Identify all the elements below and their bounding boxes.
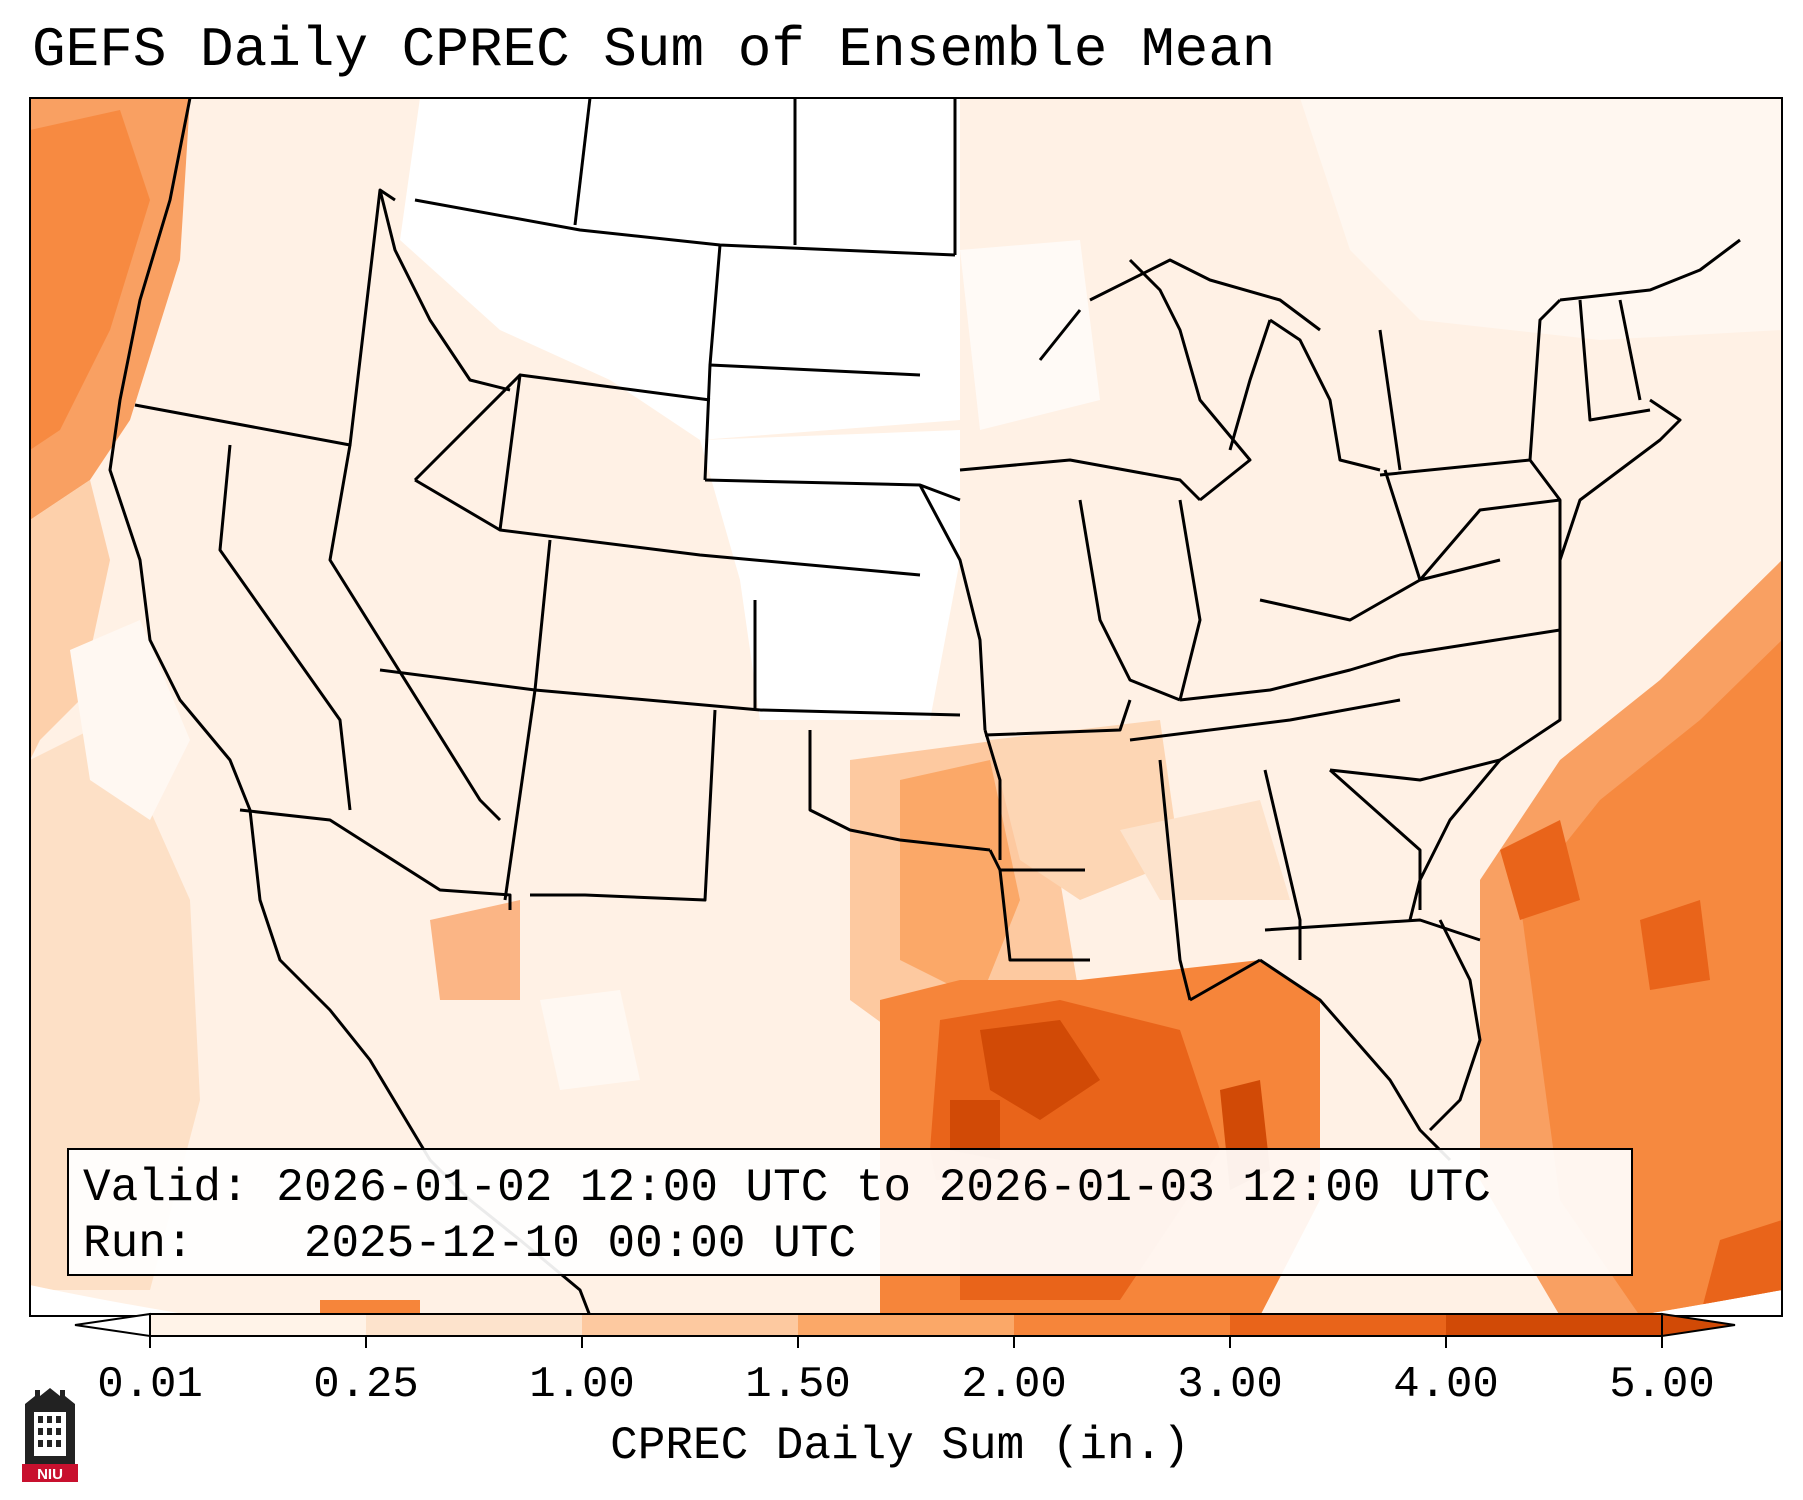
colorbar-tick-label: 4.00	[1393, 1360, 1499, 1410]
colorbar-swatch	[366, 1314, 583, 1336]
run-label: Run:	[83, 1218, 194, 1270]
valid-label: Valid:	[83, 1162, 249, 1214]
valid-row: Valid: 2026-01-02 12:00 UTC to 2026-01-0…	[83, 1160, 1617, 1216]
svg-text:NIU: NIU	[37, 1466, 63, 1483]
colorbar-tick-label: 1.00	[529, 1360, 635, 1410]
precip-field	[30, 98, 1782, 1315]
colorbar-arrow-low	[74, 1312, 151, 1338]
valid-value: 2026-01-02 12:00 UTC to 2026-01-03 12:00…	[276, 1162, 1491, 1214]
colorbar-frame	[149, 1313, 1663, 1337]
state-boundaries	[108, 97, 1741, 1317]
colorbar-tick-label: 1.50	[745, 1360, 851, 1410]
colorbar-swatch	[1014, 1314, 1231, 1336]
colorbar-swatch	[1230, 1314, 1447, 1336]
colorbar-tick-label: 0.01	[97, 1360, 203, 1410]
colorbar-tick-label: 0.25	[313, 1360, 419, 1410]
colorbar-title: CPREC Daily Sum (in.)	[610, 1420, 1190, 1472]
run-row: Run: 2025-12-10 00:00 UTC	[83, 1216, 1617, 1272]
colorbar-arrow-high	[1661, 1312, 1736, 1338]
run-value: 2025-12-10 00:00 UTC	[303, 1218, 856, 1270]
colorbar-tick-label: 3.00	[1177, 1360, 1283, 1410]
colorbar-swatch	[150, 1314, 367, 1336]
colorbar-swatch	[582, 1314, 799, 1336]
colorbar-tick-label: 2.00	[961, 1360, 1067, 1410]
info-box: Valid: 2026-01-02 12:00 UTC to 2026-01-0…	[67, 1148, 1633, 1276]
colorbar	[74, 1312, 1736, 1348]
niu-logo-icon: NIU	[22, 1388, 78, 1483]
colorbar-swatch	[798, 1314, 1015, 1336]
map-title: GEFS Daily CPREC Sum of Ensemble Mean	[32, 18, 1276, 82]
colorbar-swatch	[1446, 1314, 1663, 1336]
colorbar-tick-label: 5.00	[1609, 1360, 1715, 1410]
